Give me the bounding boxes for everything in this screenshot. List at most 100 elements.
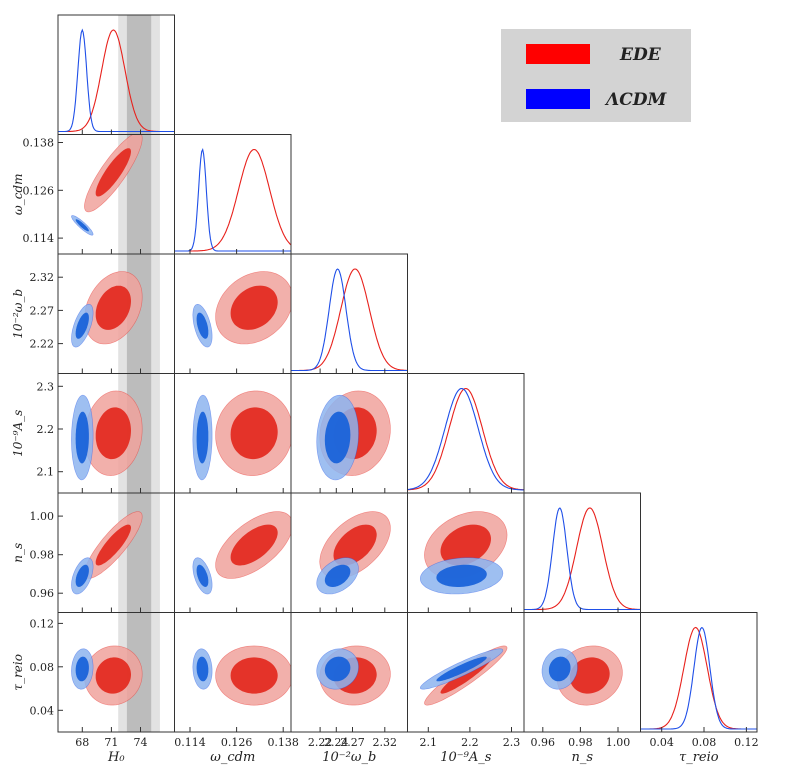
contour-68-ede [333,524,377,566]
x-axis-label-A_s: 10⁻⁹A_s [440,750,492,765]
legend: EDE ΛCDM [501,29,691,122]
contour-68-ede [230,657,278,694]
y-tick-label-n_s: 0.98 [30,549,55,562]
marginal-curve-tau_reio-lcdm [640,626,757,730]
panel-frame [523,492,641,613]
marginal-curve-omega_b-lcdm [291,268,408,372]
x-tick-label-tau_reio: 0.04 [649,736,674,749]
x-tick-label-tau_reio: 0.12 [734,736,759,749]
contour-68-lcdm [324,411,351,464]
contour-68-ede [230,285,278,330]
y-tick-label-n_s: 0.96 [30,587,55,600]
x-axis-label-omega_cdm: ω_cdm [210,750,255,765]
x-axis-label-H0: H₀ [107,750,125,765]
marginal-curve-n_s-ede [524,507,641,611]
y-axis-label-tau_reio: τ_reio [11,654,25,691]
x-tick-label-n_s: 0.96 [531,736,556,749]
x-tick-label-A_s: 2.3 [503,736,521,749]
x-tick-label-n_s: 1.00 [606,736,631,749]
contour-68-lcdm [324,564,351,587]
contour-68-ede [95,407,131,460]
panel-n_s-vs-n_s [523,492,641,613]
legend-label-ede: EDE [619,45,662,65]
contour-68-lcdm [75,564,89,587]
contour-68-ede [230,524,278,566]
legend-swatch-ede [526,44,590,64]
panel-A_s-vs-A_s [407,373,525,494]
x-tick-label-n_s: 0.98 [568,736,593,749]
panel-tau_reio-vs-n_s [523,612,641,733]
y-axis-label-omega_cdm: ω_cdm [11,174,25,216]
panel-tau_reio-vs-H0: 0.04 0.08 0.12 τ_reio [11,612,175,733]
y-axis-label-omega_b: 10⁻²ω_b [11,289,25,339]
y-tick-label-tau_reio: 0.04 [30,704,55,717]
x-tick-label-A_s: 2.2 [461,736,479,749]
y-tick-label-omega_cdm: 0.126 [23,184,55,197]
marginal-curve-H0-lcdm [58,28,175,133]
panel-H0-vs-H0 [57,14,175,135]
panel-tau_reio-vs-A_s [407,612,525,733]
contour-68-ede [569,657,610,694]
x-tick-label-omega_b: 2.24 [324,736,349,749]
contour-68-ede [95,148,131,197]
panel-A_s-vs-omega_b [290,373,408,494]
marginal-curve-tau_reio-ede [640,626,757,730]
contour-68-ede [95,285,131,330]
y-tick-label-A_s: 2.1 [37,466,55,479]
y-tick-label-omega_b: 2.22 [30,338,55,351]
panel-omega_b-vs-omega_b [290,253,408,374]
contour-68-ede [230,407,278,460]
marginal-curve-A_s-lcdm [407,387,524,491]
contour-68-lcdm [196,564,209,587]
y-tick-label-A_s: 2.2 [37,423,55,436]
panel-n_s-vs-omega_cdm [174,492,292,613]
h0-band-1 [126,493,152,613]
legend-swatch-lcdm [526,89,590,109]
panel-frame [640,612,758,733]
y-tick-label-n_s: 1.00 [30,510,55,523]
contour-68-ede [440,524,491,566]
x-tick-label-A_s: 2.1 [420,736,438,749]
panel-omega_cdm-vs-omega_cdm [174,134,292,255]
panel-tau_reio-vs-omega_b [290,612,408,733]
panel-tau_reio-vs-tau_reio [640,612,758,733]
x-axis-label-n_s: n_s [572,750,594,765]
panel-n_s-vs-A_s [407,492,525,613]
panel-n_s-vs-H0: 0.96 0.98 1.00 n_s [11,492,175,613]
contour-68-lcdm [196,312,209,339]
contour-68-lcdm [324,656,351,682]
contour-68-lcdm [436,564,487,587]
contour-68-lcdm [75,656,89,682]
contour-68-lcdm [548,656,571,682]
y-tick-label-A_s: 2.3 [37,380,55,393]
marginal-curve-omega_b-ede [291,268,408,372]
panel-omega_b-vs-omega_cdm [174,253,292,374]
marginal-curve-A_s-ede [407,387,524,491]
y-tick-label-tau_reio: 0.08 [30,661,55,674]
contour-68-lcdm [436,656,487,682]
x-axis-label-omega_b: 10⁻²ω_b [322,750,376,765]
contour-68-lcdm [196,411,209,464]
contour-68-ede [95,524,131,566]
marginal-curve-omega_cdm-ede [174,148,291,252]
contour-68-lcdm [75,411,89,464]
x-tick-label-H0: 71 [104,736,118,749]
marginal-curve-n_s-lcdm [524,507,641,611]
y-tick-label-omega_b: 2.27 [30,304,55,317]
marginal-curve-omega_cdm-lcdm [174,147,291,252]
x-tick-label-omega_b: 2.22 [308,736,333,749]
panel-A_s-vs-omega_cdm [174,373,292,494]
panel-omega_b-vs-H0: 2.22 2.27 2.32 10⁻²ω_b [11,253,175,374]
panel-omega_cdm-vs-H0: 0.114 0.126 0.138 ω_cdm [11,134,175,255]
x-tick-label-omega_cdm: 0.114 [174,736,206,749]
x-tick-label-H0: 68 [75,736,89,749]
x-tick-label-omega_b: 2.27 [340,736,365,749]
panel-A_s-vs-H0: 2.1 2.2 2.3 10⁻⁹A_s [11,373,175,494]
panel-frame [290,253,408,374]
y-tick-label-omega_cdm: 0.138 [23,137,55,150]
contour-68-lcdm [75,219,89,232]
h0-band-1 [126,15,152,135]
y-tick-label-omega_b: 2.32 [30,271,55,284]
legend-label-lcdm: ΛCDM [604,90,667,110]
